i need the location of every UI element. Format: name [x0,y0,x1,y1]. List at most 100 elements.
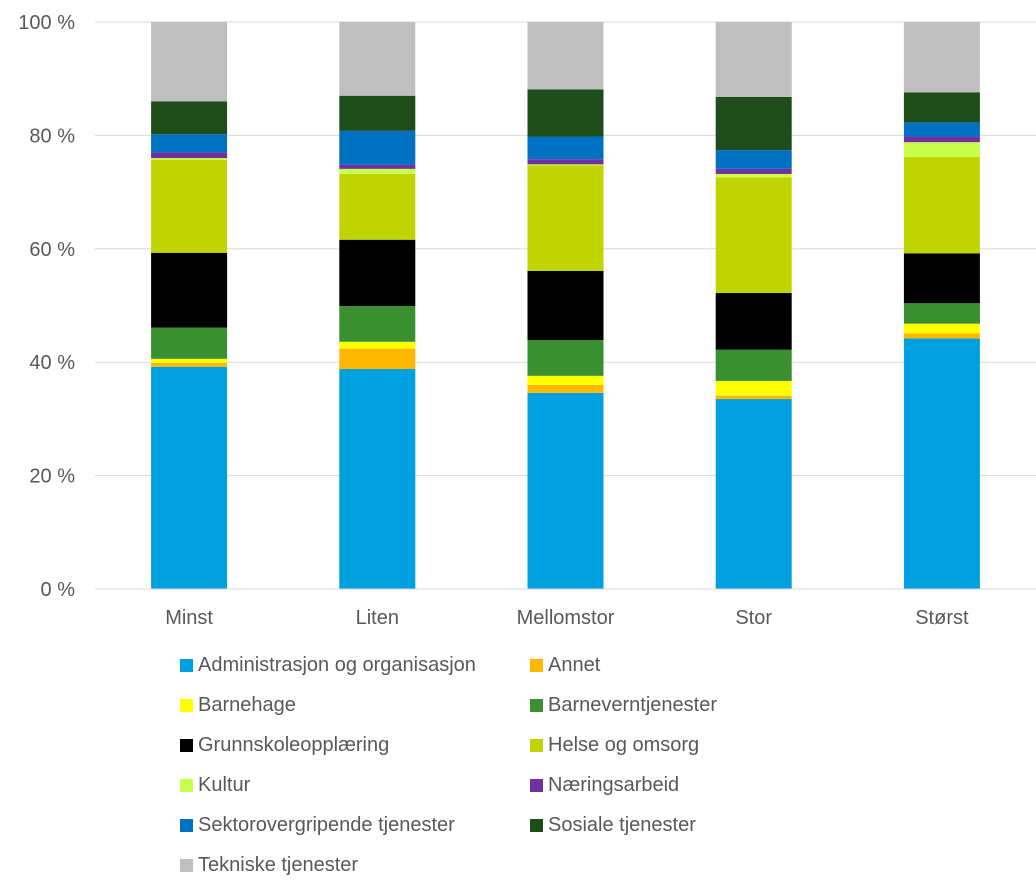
bar-segment [339,341,416,349]
bar-segment [527,384,604,393]
legend-item: Annet [530,652,820,678]
bar-segment [527,392,604,589]
bar-segment [339,369,416,589]
bar-segment [903,338,980,589]
x-category-label: Størst [915,607,969,629]
legend-item: Næringsarbeid [530,772,820,798]
bar-segment [527,22,604,90]
legend-item: Tekniske tjenester [180,852,530,878]
legend-swatch [180,738,193,752]
bar-segment [527,136,604,160]
legend-swatch [180,698,193,712]
bar-segment [715,177,792,294]
bar-stack [527,22,604,589]
bar-segment [339,95,416,131]
bar-segment [151,134,228,153]
legend-swatch [530,658,543,672]
legend-swatch [180,818,193,832]
bar-segment [339,306,416,342]
bar-segment [715,395,792,400]
stacked-bar-chart: 0 % 20 % 40 % 60 % 80 % 100 % Minst Liten Mello… [18,12,1036,629]
legend-item: Kultur [180,772,530,798]
legend-swatch [530,738,543,752]
legend-item: Administrasjon og organisasjon [180,652,530,678]
legend-item: Barneverntjenester [530,692,820,718]
legend-label: Grunnskoleopplæring [198,733,390,756]
legend-item: Sektorovergripende tjenester [180,812,530,838]
bar-stack [903,22,980,589]
bar-stack [715,22,792,589]
y-axis-tick-labels: 0 % 20 % 40 % 60 % 80 % 100 % [18,12,75,601]
legend-item: Sosiale tjenester [530,812,820,838]
legend-item: Grunnskoleopplæring [180,732,530,758]
y-tick-label: 60 % [29,239,75,261]
bar-segment [339,164,416,169]
legend-swatch [180,658,193,672]
y-tick-label: 0 % [41,579,76,601]
bar-segment [715,349,792,381]
bar-segment [339,173,416,240]
legend-label: Kultur [198,773,251,796]
bar-segment [715,380,792,396]
bar-stack [151,22,228,589]
x-category-label: Stor [735,607,772,629]
bar-segment [903,303,980,324]
bar-stack [339,22,416,589]
bar-segment [903,156,980,254]
bar-segment [151,366,228,589]
x-category-label: Minst [165,607,213,629]
bar-segment [903,323,980,334]
legend-item: Helse og omsorg [530,732,820,758]
bar-segment [339,348,416,370]
legend-label: Sosiale tjenester [548,813,696,836]
y-tick-label: 20 % [29,466,75,488]
x-category-label: Liten [356,607,399,629]
bar-segment [715,22,792,97]
bar-segment [903,122,980,137]
y-tick-label: 80 % [29,125,75,147]
legend-label: Barneverntjenester [548,693,717,716]
x-category-label: Mellomstor [517,607,615,629]
legend-label: Annet [548,653,601,676]
legend-swatch [180,778,193,792]
legend-swatch [530,698,543,712]
bar-segment [903,22,980,93]
bar-segment [903,253,980,304]
legend-label: Tekniske tjenester [198,853,359,876]
bar-segment [151,152,228,159]
bar-segment [527,165,604,271]
bar-segment [527,89,604,137]
bar-segment [715,168,792,174]
bar-segment [339,239,416,307]
bar-segment [527,270,604,341]
legend-label: Helse og omsorg [548,733,700,756]
bar-segment [151,358,228,363]
y-tick-label: 40 % [29,352,75,374]
legend-label: Administrasjon og organisasjon [198,653,476,676]
bar-segment [151,101,228,135]
legend-swatch [180,858,193,872]
bar-segment [715,173,792,178]
bar-segment [715,150,792,169]
legend-swatch [530,778,543,792]
bar-segment [903,92,980,123]
x-axis-category-labels: Minst Liten Mellomstor Stor Størst [165,607,969,629]
bar-segment [151,159,228,253]
bar-segment [903,333,980,339]
bar-segment [527,159,604,165]
bar-segment [151,158,228,160]
legend-label: Sektorovergripende tjenester [198,813,455,836]
bar-segment [715,96,792,151]
bar-segment [339,130,416,165]
y-tick-label: 100 % [18,12,75,34]
bar-segment [903,136,980,143]
bar-segment [527,164,604,166]
legend-swatch [530,818,543,832]
legend: Administrasjon og organisasjon Annet Barne… [180,652,820,878]
legend-label: Næringsarbeid [548,773,680,796]
legend-item: Barnehage [180,692,530,718]
bar-segment [527,375,604,385]
bar-segment [903,142,980,157]
bar-segment [527,340,604,376]
bar-segment [151,22,228,102]
